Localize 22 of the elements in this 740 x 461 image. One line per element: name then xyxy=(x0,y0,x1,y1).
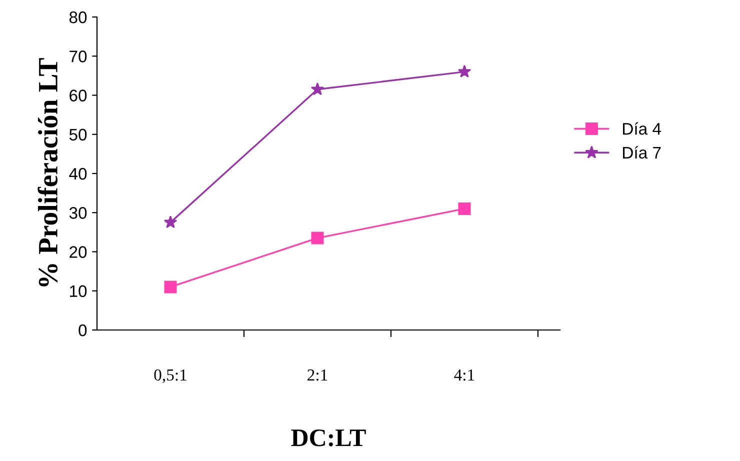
point xyxy=(458,202,471,215)
y-tick-label: 50 xyxy=(69,128,87,141)
x-tick-label: 2:1 xyxy=(308,369,328,381)
legend-label: Día 7 xyxy=(623,146,661,159)
y-tick-label: 70 xyxy=(70,50,87,62)
y-axis-title: % Proliferación LT xyxy=(38,58,58,286)
y-tick-label: 0 xyxy=(78,324,87,336)
point xyxy=(310,82,324,96)
x-tick-label: 4:1 xyxy=(454,369,474,381)
point xyxy=(458,64,472,78)
x-axis-title: DC:LT xyxy=(291,429,366,446)
point xyxy=(311,232,324,244)
y-tick-label: 60 xyxy=(70,90,87,102)
y-tick-label: 20 xyxy=(70,246,87,258)
x-tick-label: 0,5:1 xyxy=(154,369,186,384)
y-tick-label: 40 xyxy=(69,168,87,180)
legend-label: Día 4 xyxy=(623,122,662,135)
y-tick-label: 30 xyxy=(69,207,87,219)
point xyxy=(164,280,177,294)
y-tick-label: 10 xyxy=(70,285,87,298)
point xyxy=(164,215,178,228)
y-tick-label: 80 xyxy=(69,11,87,24)
